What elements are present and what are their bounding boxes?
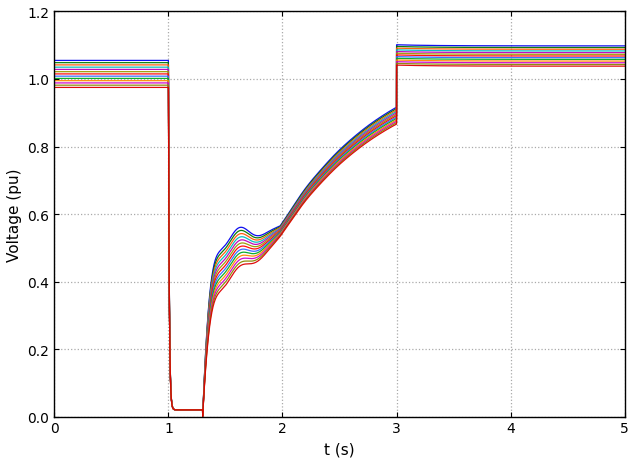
X-axis label: t (s): t (s) <box>324 441 355 456</box>
Y-axis label: Voltage (pu): Voltage (pu) <box>7 168 22 261</box>
